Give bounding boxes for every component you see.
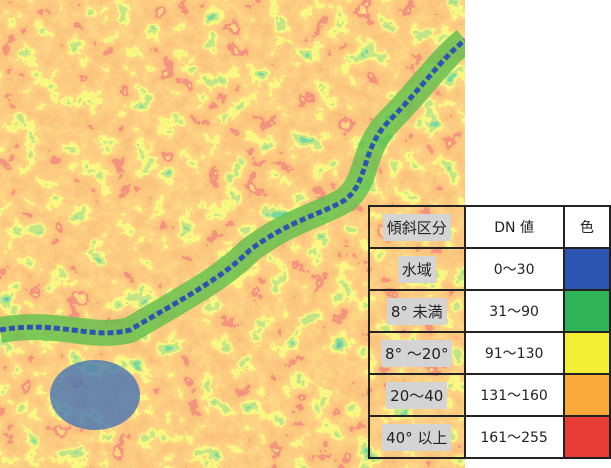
color-swatch bbox=[565, 249, 609, 289]
header-cell: DN 値 bbox=[465, 206, 564, 248]
color-swatch bbox=[565, 333, 609, 373]
color-swatch bbox=[565, 417, 609, 457]
class-label: 8° ～20° bbox=[381, 340, 452, 367]
color-cell bbox=[564, 416, 610, 458]
class-cell: 40° 以上 bbox=[369, 416, 465, 458]
legend-header: 傾斜区分 DN 値 色 bbox=[369, 206, 610, 248]
header-label: 傾斜区分 bbox=[383, 214, 451, 241]
class-cell: 8° 未満 bbox=[369, 290, 465, 332]
dn-cell: 91～130 bbox=[465, 332, 564, 374]
page: 傾斜区分 DN 値 色 水域 0～30 8° 未満 31～90 8° ～20° 91～13… bbox=[0, 0, 611, 468]
color-cell bbox=[564, 290, 610, 332]
class-label: 40° 以上 bbox=[382, 424, 451, 451]
legend-row: 8° 未満 31～90 bbox=[369, 290, 610, 332]
dn-cell: 31～90 bbox=[465, 290, 564, 332]
class-cell: 8° ～20° bbox=[369, 332, 465, 374]
class-label: 8° 未満 bbox=[387, 298, 447, 325]
color-cell bbox=[564, 248, 610, 290]
legend-row: 8° ～20° 91～130 bbox=[369, 332, 610, 374]
header-cell: 色 bbox=[564, 206, 610, 248]
town bbox=[50, 360, 140, 430]
class-label: 水域 bbox=[398, 256, 436, 283]
legend-table: 傾斜区分 DN 値 色 水域 0～30 8° 未満 31～90 8° ～20° 91～13… bbox=[368, 205, 611, 459]
class-label: 20～40 bbox=[386, 382, 447, 409]
legend-row: 20～40 131～160 bbox=[369, 374, 610, 416]
color-swatch bbox=[565, 291, 609, 331]
class-cell: 水域 bbox=[369, 248, 465, 290]
color-cell bbox=[564, 374, 610, 416]
header-cell: 傾斜区分 bbox=[369, 206, 465, 248]
color-swatch bbox=[565, 375, 609, 415]
dn-cell: 161～255 bbox=[465, 416, 564, 458]
legend-row: 水域 0～30 bbox=[369, 248, 610, 290]
dn-cell: 131～160 bbox=[465, 374, 564, 416]
color-cell bbox=[564, 332, 610, 374]
dn-cell: 0～30 bbox=[465, 248, 564, 290]
class-cell: 20～40 bbox=[369, 374, 465, 416]
legend-row: 40° 以上 161～255 bbox=[369, 416, 610, 458]
